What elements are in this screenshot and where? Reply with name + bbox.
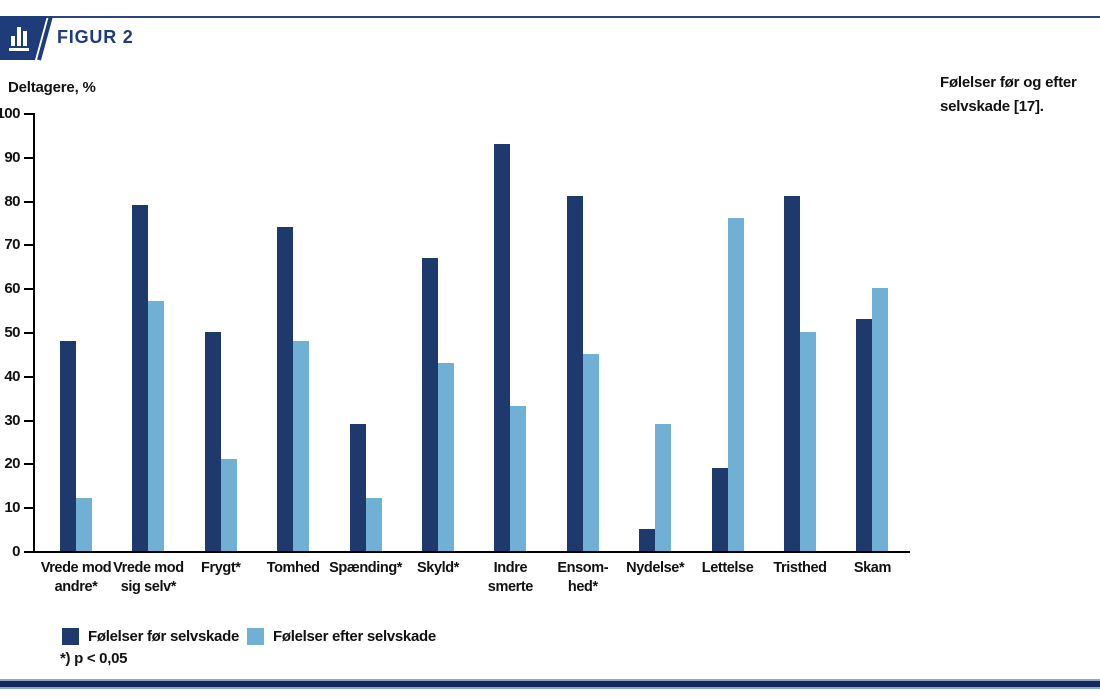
significance-footnote: *) p < 0,05 xyxy=(60,650,128,667)
y-tick xyxy=(24,551,33,553)
bar-chart-plot: 0 10 20 30 40 50 60 70 80 90 100 xyxy=(0,105,910,560)
bar-after-3 xyxy=(293,340,310,551)
x-category-label: Vrede mod andre* xyxy=(40,560,112,595)
bar-before-5 xyxy=(422,257,438,551)
badge-slash xyxy=(37,16,53,61)
x-category-label: Tomhed xyxy=(266,560,320,576)
x-category-label: Ensom- hed* xyxy=(557,560,609,595)
legend-label-after: Følelser efter selvskade xyxy=(273,628,436,645)
y-tick-label: 100 xyxy=(0,105,21,122)
y-tick xyxy=(24,156,33,159)
y-tick xyxy=(24,200,33,203)
bar-before-11 xyxy=(856,318,873,551)
y-tick xyxy=(24,463,33,466)
y-tick-label: 30 xyxy=(4,411,20,429)
bar-after-11 xyxy=(872,288,889,551)
figure-badge xyxy=(0,16,53,61)
bar-before-6 xyxy=(494,143,511,551)
x-category-label: Frygt* xyxy=(201,560,241,576)
bar-after-9 xyxy=(727,218,744,551)
bar-before-0 xyxy=(60,340,76,551)
y-tick-label: 80 xyxy=(4,192,20,210)
legend-label-before: Følelser før selvskade xyxy=(88,628,239,645)
bar-after-0 xyxy=(76,498,92,551)
y-tick xyxy=(24,244,33,247)
bar-after-4 xyxy=(365,498,382,551)
figure-title: FIGUR 2 xyxy=(57,27,134,47)
y-tick xyxy=(24,113,33,115)
y-tick-label: 60 xyxy=(4,280,20,298)
bar-after-7 xyxy=(582,353,599,551)
y-axis-line xyxy=(33,113,35,553)
header-rule xyxy=(0,16,1100,18)
y-tick xyxy=(24,332,33,334)
y-tick-label: 90 xyxy=(4,148,20,166)
y-tick-label: 0 xyxy=(12,543,20,560)
y-tick xyxy=(24,507,33,510)
x-category-label: Lettelse xyxy=(701,560,754,576)
bar-before-9 xyxy=(711,467,728,551)
bar-after-6 xyxy=(510,406,527,551)
bar-before-8 xyxy=(639,529,656,551)
x-category-label: Spænding* xyxy=(329,560,403,576)
x-axis-line xyxy=(33,551,910,553)
legend-swatch-before xyxy=(62,628,79,645)
bar-after-1 xyxy=(148,301,165,551)
x-category-label: Nydelse* xyxy=(626,560,685,576)
bar-after-10 xyxy=(800,332,816,551)
y-tick-label: 40 xyxy=(4,367,20,385)
bar-before-10 xyxy=(784,196,800,551)
bar-after-5 xyxy=(438,362,454,551)
bar-before-1 xyxy=(132,204,149,551)
x-category-label: Indre smerte xyxy=(487,560,534,595)
y-tick-label: 10 xyxy=(4,499,20,517)
bar-before-4 xyxy=(349,423,366,551)
bar-before-3 xyxy=(277,226,294,551)
x-category-label: Skyld* xyxy=(417,560,459,576)
y-tick-label: 50 xyxy=(4,324,20,341)
y-axis-title: Deltagere, % xyxy=(8,79,96,96)
bar-after-8 xyxy=(655,423,672,551)
legend-item-before: Følelser før selvskade xyxy=(62,628,239,645)
y-tick xyxy=(24,419,33,422)
y-tick xyxy=(24,375,33,378)
figure-caption: Følelser før og efter selvskade [17]. xyxy=(940,71,1090,119)
y-tick-label: 70 xyxy=(4,236,20,254)
legend-item-after: Følelser efter selvskade xyxy=(247,628,436,645)
x-category-label: Vrede mod sig selv* xyxy=(113,560,184,595)
bar-before-7 xyxy=(566,196,583,551)
bar-after-2 xyxy=(220,459,237,551)
caption-line-2: selvskade [17]. xyxy=(940,98,1044,115)
y-tick xyxy=(24,288,33,291)
x-category-label: Skam xyxy=(853,560,891,576)
bar-before-2 xyxy=(204,332,221,551)
bottom-rule xyxy=(0,679,1100,689)
caption-line-1: Følelser før og efter xyxy=(940,74,1077,91)
x-category-label: Tristhed xyxy=(773,560,827,576)
y-tick-label: 20 xyxy=(4,455,20,473)
legend-swatch-after xyxy=(247,628,264,645)
bar-chart-icon xyxy=(9,27,29,51)
